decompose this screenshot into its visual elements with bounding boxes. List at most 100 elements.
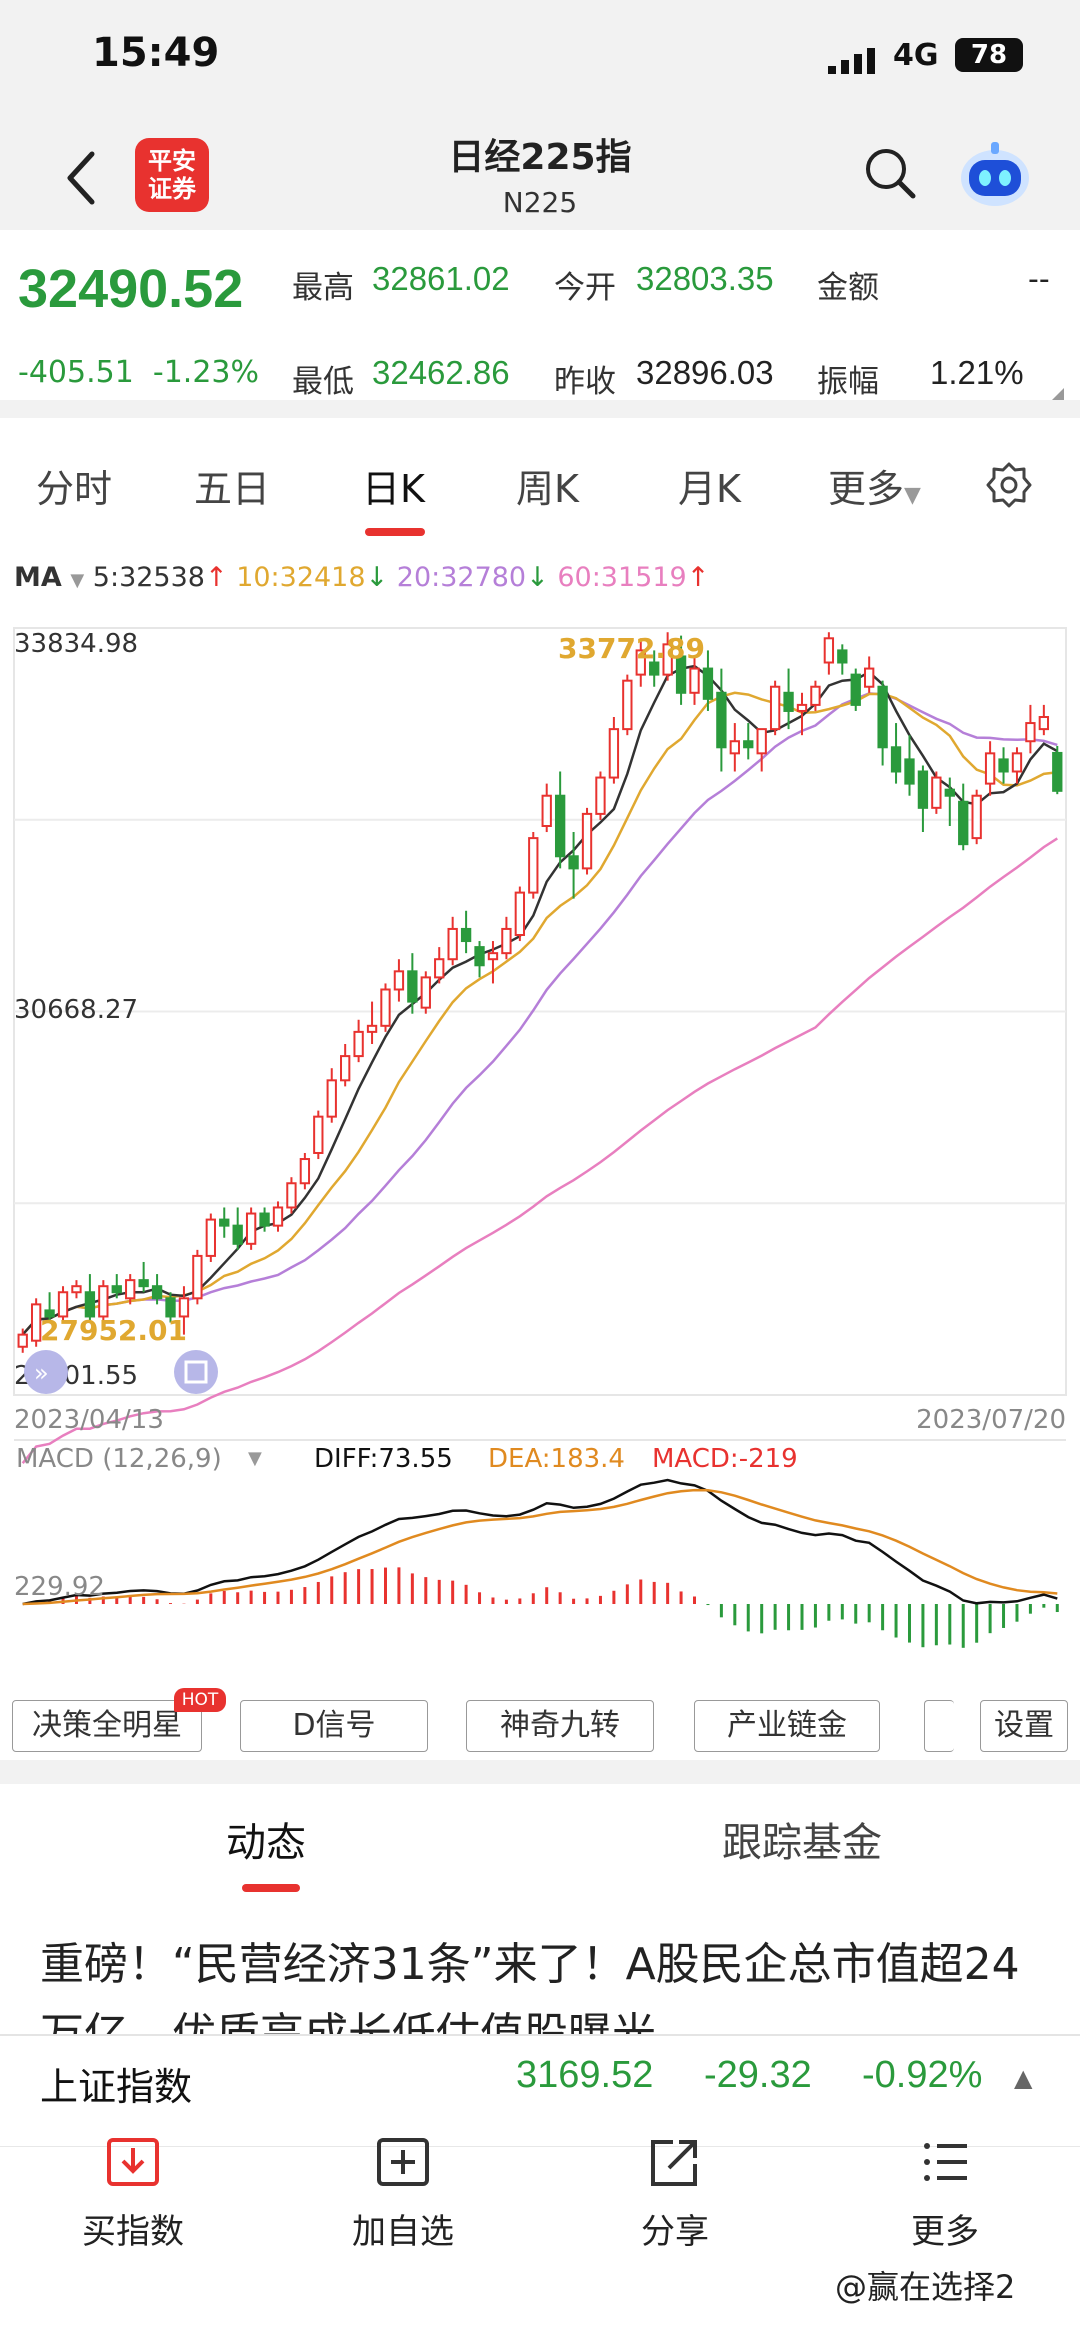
candle-body [864, 667, 875, 688]
ma20-arrow-icon: ↓ [526, 562, 549, 593]
d-signal-button[interactable]: D信号 [240, 1700, 428, 1752]
more-label: 更多 [911, 2212, 979, 2252]
gear-icon[interactable] [986, 462, 1032, 508]
candle-body [796, 703, 808, 712]
bottom-nav [0, 2146, 1080, 2337]
candle-body [837, 649, 848, 664]
candle-body [649, 661, 660, 676]
diff-value: DIFF:73.55 [314, 1444, 453, 1474]
signal-icon [828, 48, 875, 74]
start-date: 2023/04/13 [14, 1405, 164, 1435]
candle-body [1052, 751, 1063, 792]
divider [0, 400, 1080, 418]
amplitude-label: 振幅 [817, 364, 879, 400]
candle-body [1038, 716, 1050, 731]
candle-body [716, 691, 727, 749]
candle-body [635, 649, 646, 676]
candle-body [460, 927, 472, 943]
ma-dropdown-icon[interactable]: ▼ [70, 570, 85, 591]
more-indicator-button[interactable] [924, 1700, 954, 1752]
ticker-percent: -0.92% [862, 2054, 983, 2096]
menu-icon [924, 2143, 967, 2181]
candle-body [71, 1285, 82, 1294]
candle-body [890, 746, 902, 773]
dea-value: DEA:183.4 [488, 1444, 625, 1474]
open-label: 今开 [554, 270, 616, 306]
back-arrow-icon[interactable] [62, 148, 102, 208]
active-tab-indicator [365, 528, 425, 536]
decision-star-button[interactable]: 决策全明星 [12, 1700, 202, 1752]
macd-dropdown-icon[interactable]: ▼ [248, 1448, 262, 1469]
candle-body [420, 976, 431, 1009]
candle-body [259, 1212, 270, 1227]
candle-body [944, 788, 955, 797]
ma5-arrow-icon: ↑ [204, 562, 228, 593]
expand-up-icon[interactable]: ▲ [1014, 2064, 1033, 2092]
candle-body [971, 794, 982, 840]
ma5-value: 5:32538 [92, 562, 205, 593]
collapse-double-arrow-icon[interactable]: » [24, 1350, 68, 1394]
candle-body [756, 728, 767, 755]
buy-index-button[interactable]: 买指数 [58, 2134, 208, 2253]
news-panel [0, 1784, 1080, 2034]
candle-body [340, 1055, 351, 1082]
download-box-icon [107, 2138, 159, 2186]
candle-body [487, 952, 499, 961]
buy-index-label: 买指数 [82, 2212, 184, 2252]
tab-weekly-k[interactable]: 周K [516, 467, 579, 511]
watermark: @赢在选择2 [835, 2268, 1016, 2306]
open-value: 32803.35 [636, 260, 774, 297]
ma-label: MA [14, 562, 62, 593]
add-watchlist-button[interactable]: 加自选 [328, 2134, 478, 2253]
fullscreen-icon[interactable] [174, 1350, 218, 1394]
candle-body [904, 758, 915, 785]
candle-body [595, 776, 606, 815]
candle-body [447, 927, 458, 961]
candle-body [57, 1291, 69, 1318]
candle-body [326, 1079, 337, 1118]
ma60-line [21, 837, 1058, 1464]
share-label: 分享 [641, 2212, 709, 2252]
candle-body [299, 1158, 311, 1185]
tab-five-day[interactable]: 五日 [194, 467, 271, 511]
tab-news[interactable]: 动态 [226, 1820, 306, 1866]
candle-body [245, 1212, 257, 1245]
active-news-tab-indicator [242, 1884, 300, 1892]
tab-intraday[interactable]: 分时 [36, 467, 113, 511]
kline-chart[interactable]: 33834.98 30668.27 27501.55 33772.89 2795… [0, 620, 1080, 1760]
macd-axis-label: 229.92 [14, 1572, 105, 1602]
candle-body [353, 1030, 364, 1058]
share-button[interactable]: 分享 [600, 2134, 750, 2253]
index-ticker[interactable] [0, 2034, 1080, 2146]
industry-chain-button[interactable]: 产业链金 [694, 1700, 880, 1752]
settings-button[interactable]: 设置 [980, 1700, 1068, 1752]
period-tabs [0, 418, 1080, 538]
candle-body [541, 794, 552, 828]
y-mid-label: 30668.27 [14, 995, 138, 1025]
search-icon[interactable] [862, 145, 918, 201]
candle-body [743, 740, 754, 749]
share-icon [651, 2140, 697, 2186]
more-button[interactable]: 更多 [870, 2134, 1020, 2253]
candle-body [286, 1182, 297, 1209]
candle-body [877, 685, 888, 749]
candle-body [205, 1218, 216, 1257]
tab-monthly-k[interactable]: 月K [678, 467, 741, 511]
macd-label[interactable]: MACD (12,26,9) [16, 1444, 222, 1474]
candle-body [501, 927, 512, 955]
tab-tracking-funds[interactable]: 跟踪基金 [722, 1820, 882, 1866]
tab-daily-k[interactable]: 日K [362, 467, 425, 511]
robot-assistant-icon[interactable] [955, 138, 1035, 214]
candle-body [313, 1115, 324, 1154]
high-marker: 33772.89 [558, 632, 705, 665]
candle-body [178, 1297, 190, 1318]
high-label: 最高 [292, 270, 354, 306]
candle-body [232, 1224, 243, 1245]
last-price: 32490.52 [18, 259, 244, 319]
hot-badge: HOT [174, 1688, 226, 1712]
tab-more[interactable]: 更多▼ [828, 458, 921, 513]
nine-turn-button[interactable]: 神奇九转 [466, 1700, 654, 1752]
candle-body [810, 685, 821, 706]
high-value: 32861.02 [372, 260, 510, 297]
news-headline[interactable]: 重磅！“民营经济31条”来了！A股民企总市值超24万亿，优质高成长低估值股曝光 [40, 1939, 1020, 2034]
